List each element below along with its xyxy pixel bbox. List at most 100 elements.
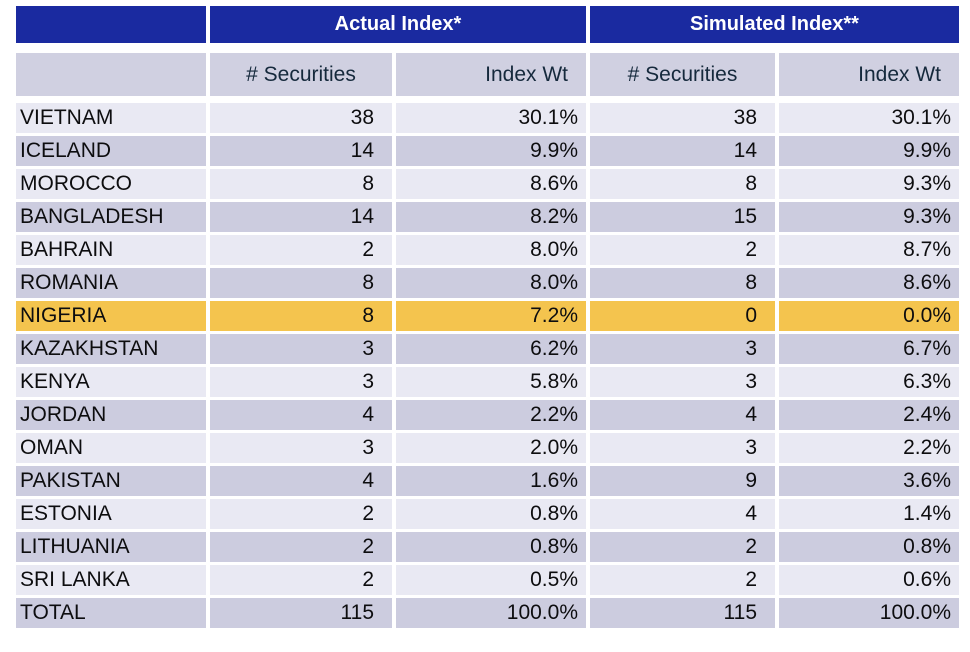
simulated-securities-cell: 3 (590, 433, 775, 463)
simulated-weight-cell: 30.1% (779, 103, 959, 133)
index-comparison-table: Actual Index* Simulated Index** # Securi… (16, 6, 959, 631)
simulated-securities-cell: 9 (590, 466, 775, 496)
actual-securities-cell: 3 (210, 433, 392, 463)
actual-securities-cell: 2 (210, 499, 392, 529)
actual-weight-header: Index Wt (396, 53, 586, 96)
table-row: JORDAN 4 2.2% 4 2.4% (16, 400, 959, 430)
actual-securities-cell: 8 (210, 301, 392, 331)
country-cell: BANGLADESH (16, 202, 206, 232)
actual-securities-cell: 3 (210, 367, 392, 397)
table-row: MOROCCO 8 8.6% 8 9.3% (16, 169, 959, 199)
simulated-securities-cell: 38 (590, 103, 775, 133)
actual-securities-cell: 38 (210, 103, 392, 133)
table-row-total: TOTAL 115 100.0% 115 100.0% (16, 598, 959, 628)
country-cell: ICELAND (16, 136, 206, 166)
table-row-highlighted: NIGERIA 8 7.2% 0 0.0% (16, 301, 959, 331)
simulated-weight-cell: 1.4% (779, 499, 959, 529)
simulated-securities-cell: 3 (590, 334, 775, 364)
country-cell: SRI LANKA (16, 565, 206, 595)
simulated-index-header: Simulated Index** (590, 6, 959, 43)
simulated-weight-cell: 9.3% (779, 202, 959, 232)
country-cell: ROMANIA (16, 268, 206, 298)
country-cell: MOROCCO (16, 169, 206, 199)
table-row: OMAN 3 2.0% 3 2.2% (16, 433, 959, 463)
simulated-weight-cell: 0.8% (779, 532, 959, 562)
simulated-weight-cell: 8.7% (779, 235, 959, 265)
column-header-row: # Securities Index Wt # Securities Index… (16, 53, 959, 96)
simulated-weight-cell: 2.2% (779, 433, 959, 463)
country-cell: KAZAKHSTAN (16, 334, 206, 364)
table-row: BAHRAIN 2 8.0% 2 8.7% (16, 235, 959, 265)
simulated-weight-cell: 6.7% (779, 334, 959, 364)
country-cell: NIGERIA (16, 301, 206, 331)
simulated-securities-cell: 115 (590, 598, 775, 628)
actual-weight-cell: 6.2% (396, 334, 586, 364)
actual-weight-cell: 8.2% (396, 202, 586, 232)
table-row: LITHUANIA 2 0.8% 2 0.8% (16, 532, 959, 562)
actual-securities-cell: 115 (210, 598, 392, 628)
actual-securities-cell: 2 (210, 565, 392, 595)
simulated-securities-cell: 2 (590, 565, 775, 595)
actual-weight-cell: 0.8% (396, 532, 586, 562)
actual-weight-cell: 8.6% (396, 169, 586, 199)
actual-weight-cell: 30.1% (396, 103, 586, 133)
actual-securities-cell: 8 (210, 268, 392, 298)
simulated-securities-cell: 4 (590, 400, 775, 430)
country-cell: JORDAN (16, 400, 206, 430)
actual-weight-cell: 100.0% (396, 598, 586, 628)
table-row: KENYA 3 5.8% 3 6.3% (16, 367, 959, 397)
group-header-spacer (16, 6, 206, 43)
actual-securities-cell: 14 (210, 202, 392, 232)
actual-weight-cell: 9.9% (396, 136, 586, 166)
simulated-securities-cell: 3 (590, 367, 775, 397)
table-row: BANGLADESH 14 8.2% 15 9.3% (16, 202, 959, 232)
actual-index-header: Actual Index* (210, 6, 586, 43)
actual-securities-cell: 4 (210, 400, 392, 430)
simulated-weight-cell: 2.4% (779, 400, 959, 430)
actual-securities-cell: 4 (210, 466, 392, 496)
table-row: KAZAKHSTAN 3 6.2% 3 6.7% (16, 334, 959, 364)
actual-securities-cell: 14 (210, 136, 392, 166)
simulated-securities-cell: 4 (590, 499, 775, 529)
simulated-weight-cell: 9.9% (779, 136, 959, 166)
country-cell: TOTAL (16, 598, 206, 628)
country-cell: KENYA (16, 367, 206, 397)
simulated-weight-cell: 100.0% (779, 598, 959, 628)
actual-weight-cell: 5.8% (396, 367, 586, 397)
simulated-weight-cell: 0.6% (779, 565, 959, 595)
simulated-weight-cell: 9.3% (779, 169, 959, 199)
actual-weight-cell: 7.2% (396, 301, 586, 331)
table-row: SRI LANKA 2 0.5% 2 0.6% (16, 565, 959, 595)
actual-weight-cell: 8.0% (396, 268, 586, 298)
actual-weight-cell: 8.0% (396, 235, 586, 265)
table-row: ICELAND 14 9.9% 14 9.9% (16, 136, 959, 166)
actual-weight-cell: 0.5% (396, 565, 586, 595)
simulated-securities-cell: 8 (590, 268, 775, 298)
simulated-securities-header: # Securities (590, 53, 775, 96)
country-cell: LITHUANIA (16, 532, 206, 562)
actual-weight-cell: 2.2% (396, 400, 586, 430)
table-row: ROMANIA 8 8.0% 8 8.6% (16, 268, 959, 298)
actual-securities-cell: 2 (210, 235, 392, 265)
simulated-weight-cell: 0.0% (779, 301, 959, 331)
simulated-weight-cell: 6.3% (779, 367, 959, 397)
country-cell: PAKISTAN (16, 466, 206, 496)
actual-weight-cell: 2.0% (396, 433, 586, 463)
table-row: PAKISTAN 4 1.6% 9 3.6% (16, 466, 959, 496)
simulated-securities-cell: 2 (590, 235, 775, 265)
country-cell: BAHRAIN (16, 235, 206, 265)
simulated-securities-cell: 2 (590, 532, 775, 562)
table-row: VIETNAM 38 30.1% 38 30.1% (16, 103, 959, 133)
simulated-securities-cell: 8 (590, 169, 775, 199)
actual-securities-cell: 3 (210, 334, 392, 364)
country-cell: VIETNAM (16, 103, 206, 133)
actual-securities-cell: 2 (210, 532, 392, 562)
simulated-securities-cell: 15 (590, 202, 775, 232)
simulated-securities-cell: 0 (590, 301, 775, 331)
group-header-row: Actual Index* Simulated Index** (16, 6, 959, 43)
actual-securities-cell: 8 (210, 169, 392, 199)
column-header-spacer (16, 53, 206, 96)
actual-weight-cell: 0.8% (396, 499, 586, 529)
actual-weight-cell: 1.6% (396, 466, 586, 496)
table-row: ESTONIA 2 0.8% 4 1.4% (16, 499, 959, 529)
